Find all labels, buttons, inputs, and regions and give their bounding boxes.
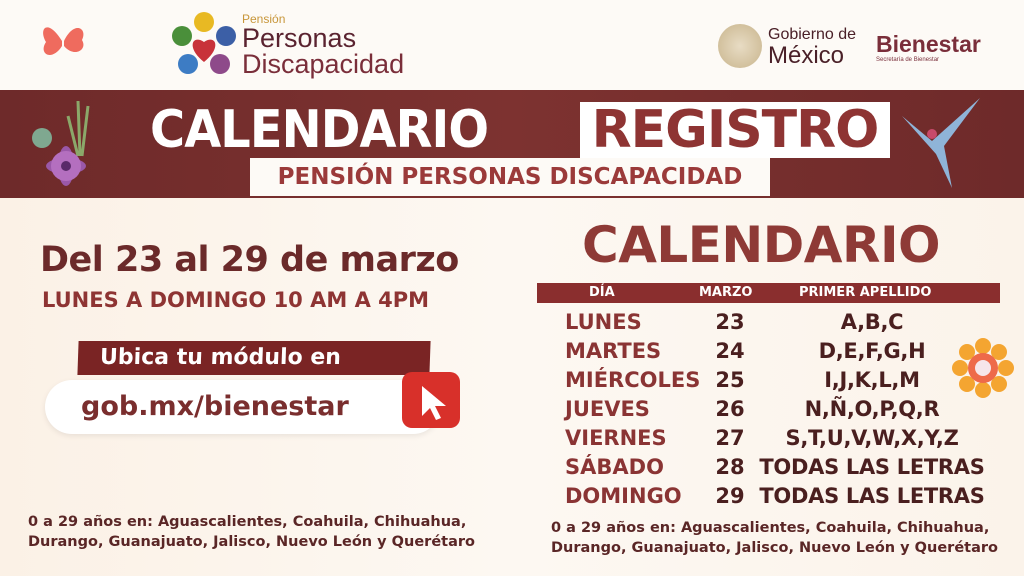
row-date: 27 xyxy=(715,426,745,450)
locate-module-label: Ubica tu módulo en xyxy=(77,341,431,375)
row-date: 28 xyxy=(715,455,745,479)
header-band xyxy=(0,0,1024,90)
flower-decoration-icon xyxy=(32,100,90,186)
header-month: MARZO xyxy=(699,285,753,300)
date-range: Del 23 al 29 de marzo xyxy=(40,240,459,280)
gov-line1: Gobierno de xyxy=(768,26,857,43)
row-day: DOMINGO xyxy=(565,484,682,508)
logo-pension-text: Pensión xyxy=(242,12,286,26)
row-letters: A,B,C xyxy=(840,310,904,334)
row-day: LUNES xyxy=(565,310,642,334)
row-letters: TODAS LAS LETRAS xyxy=(759,455,985,479)
cursor-icon xyxy=(402,372,460,428)
coat-of-arms-icon xyxy=(718,24,762,68)
header-surname: PRIMER APELLIDO xyxy=(799,285,932,300)
banner-title-calendario: CALENDARIO xyxy=(150,100,489,160)
row-date: 24 xyxy=(715,339,745,363)
row-letters: D,E,F,G,H xyxy=(818,339,926,363)
table-row: LUNES 23 A,B,C xyxy=(537,308,1000,337)
calendar-footnote-1: 0 a 29 años en: Aguascalientes, Coahuila… xyxy=(551,520,990,536)
banner-title-registro: REGISTRO xyxy=(580,102,890,158)
table-row: DOMINGO 29 TODAS LAS LETRAS xyxy=(537,482,1000,511)
bienestar-logo: Bienestar xyxy=(876,31,981,57)
table-row: SÁBADO 28 TODAS LAS LETRAS xyxy=(537,453,1000,482)
pension-logo-icon xyxy=(172,12,236,74)
row-day: SÁBADO xyxy=(565,455,664,479)
header-day: DÍA xyxy=(589,285,615,300)
hours: LUNES A DOMINGO 10 AM A 4PM xyxy=(42,288,430,312)
row-letters: N,Ñ,O,P,Q,R xyxy=(804,397,940,421)
website-link[interactable]: gob.mx/bienestar xyxy=(45,380,440,434)
row-date: 26 xyxy=(715,397,745,421)
left-footnote-1: 0 a 29 años en: Aguascalientes, Coahuila… xyxy=(28,514,467,530)
left-footnote-2: Durango, Guanajuato, Jalisco, Nuevo León… xyxy=(28,534,475,550)
table-row: MIÉRCOLES 25 I,J,K,L,M xyxy=(537,366,1000,395)
table-row: VIERNES 27 S,T,U,V,W,X,Y,Z xyxy=(537,424,1000,453)
calendar-footnote-2: Durango, Guanajuato, Jalisco, Nuevo León… xyxy=(551,540,998,556)
butterfly-icon xyxy=(43,27,84,55)
row-day: VIERNES xyxy=(565,426,667,450)
row-date: 29 xyxy=(715,484,745,508)
logo-personas-text: Personas xyxy=(242,23,357,53)
row-date: 25 xyxy=(715,368,745,392)
row-day: JUEVES xyxy=(565,397,650,421)
hummingbird-icon xyxy=(902,98,980,188)
row-letters: TODAS LAS LETRAS xyxy=(759,484,985,508)
calendar-table-header: DÍA MARZO PRIMER APELLIDO xyxy=(537,283,1000,303)
row-date: 23 xyxy=(715,310,745,334)
row-day: MARTES xyxy=(565,339,662,363)
row-day: MIÉRCOLES xyxy=(565,368,701,392)
sun-flower-icon xyxy=(952,338,1014,398)
gov-line2: México xyxy=(768,42,845,69)
table-row: MARTES 24 D,E,F,G,H xyxy=(537,337,1000,366)
table-row: JUEVES 26 N,Ñ,O,P,Q,R xyxy=(537,395,1000,424)
row-letters: S,T,U,V,W,X,Y,Z xyxy=(785,426,959,450)
calendar-title: CALENDARIO xyxy=(582,216,941,274)
bienestar-sub: Secretaría de Bienestar xyxy=(876,57,940,63)
banner-subtitle: PENSIÓN PERSONAS DISCAPACIDAD xyxy=(250,158,770,196)
logo-discapacidad-text: Discapacidad xyxy=(242,49,405,79)
row-letters: I,J,K,L,M xyxy=(824,368,920,392)
